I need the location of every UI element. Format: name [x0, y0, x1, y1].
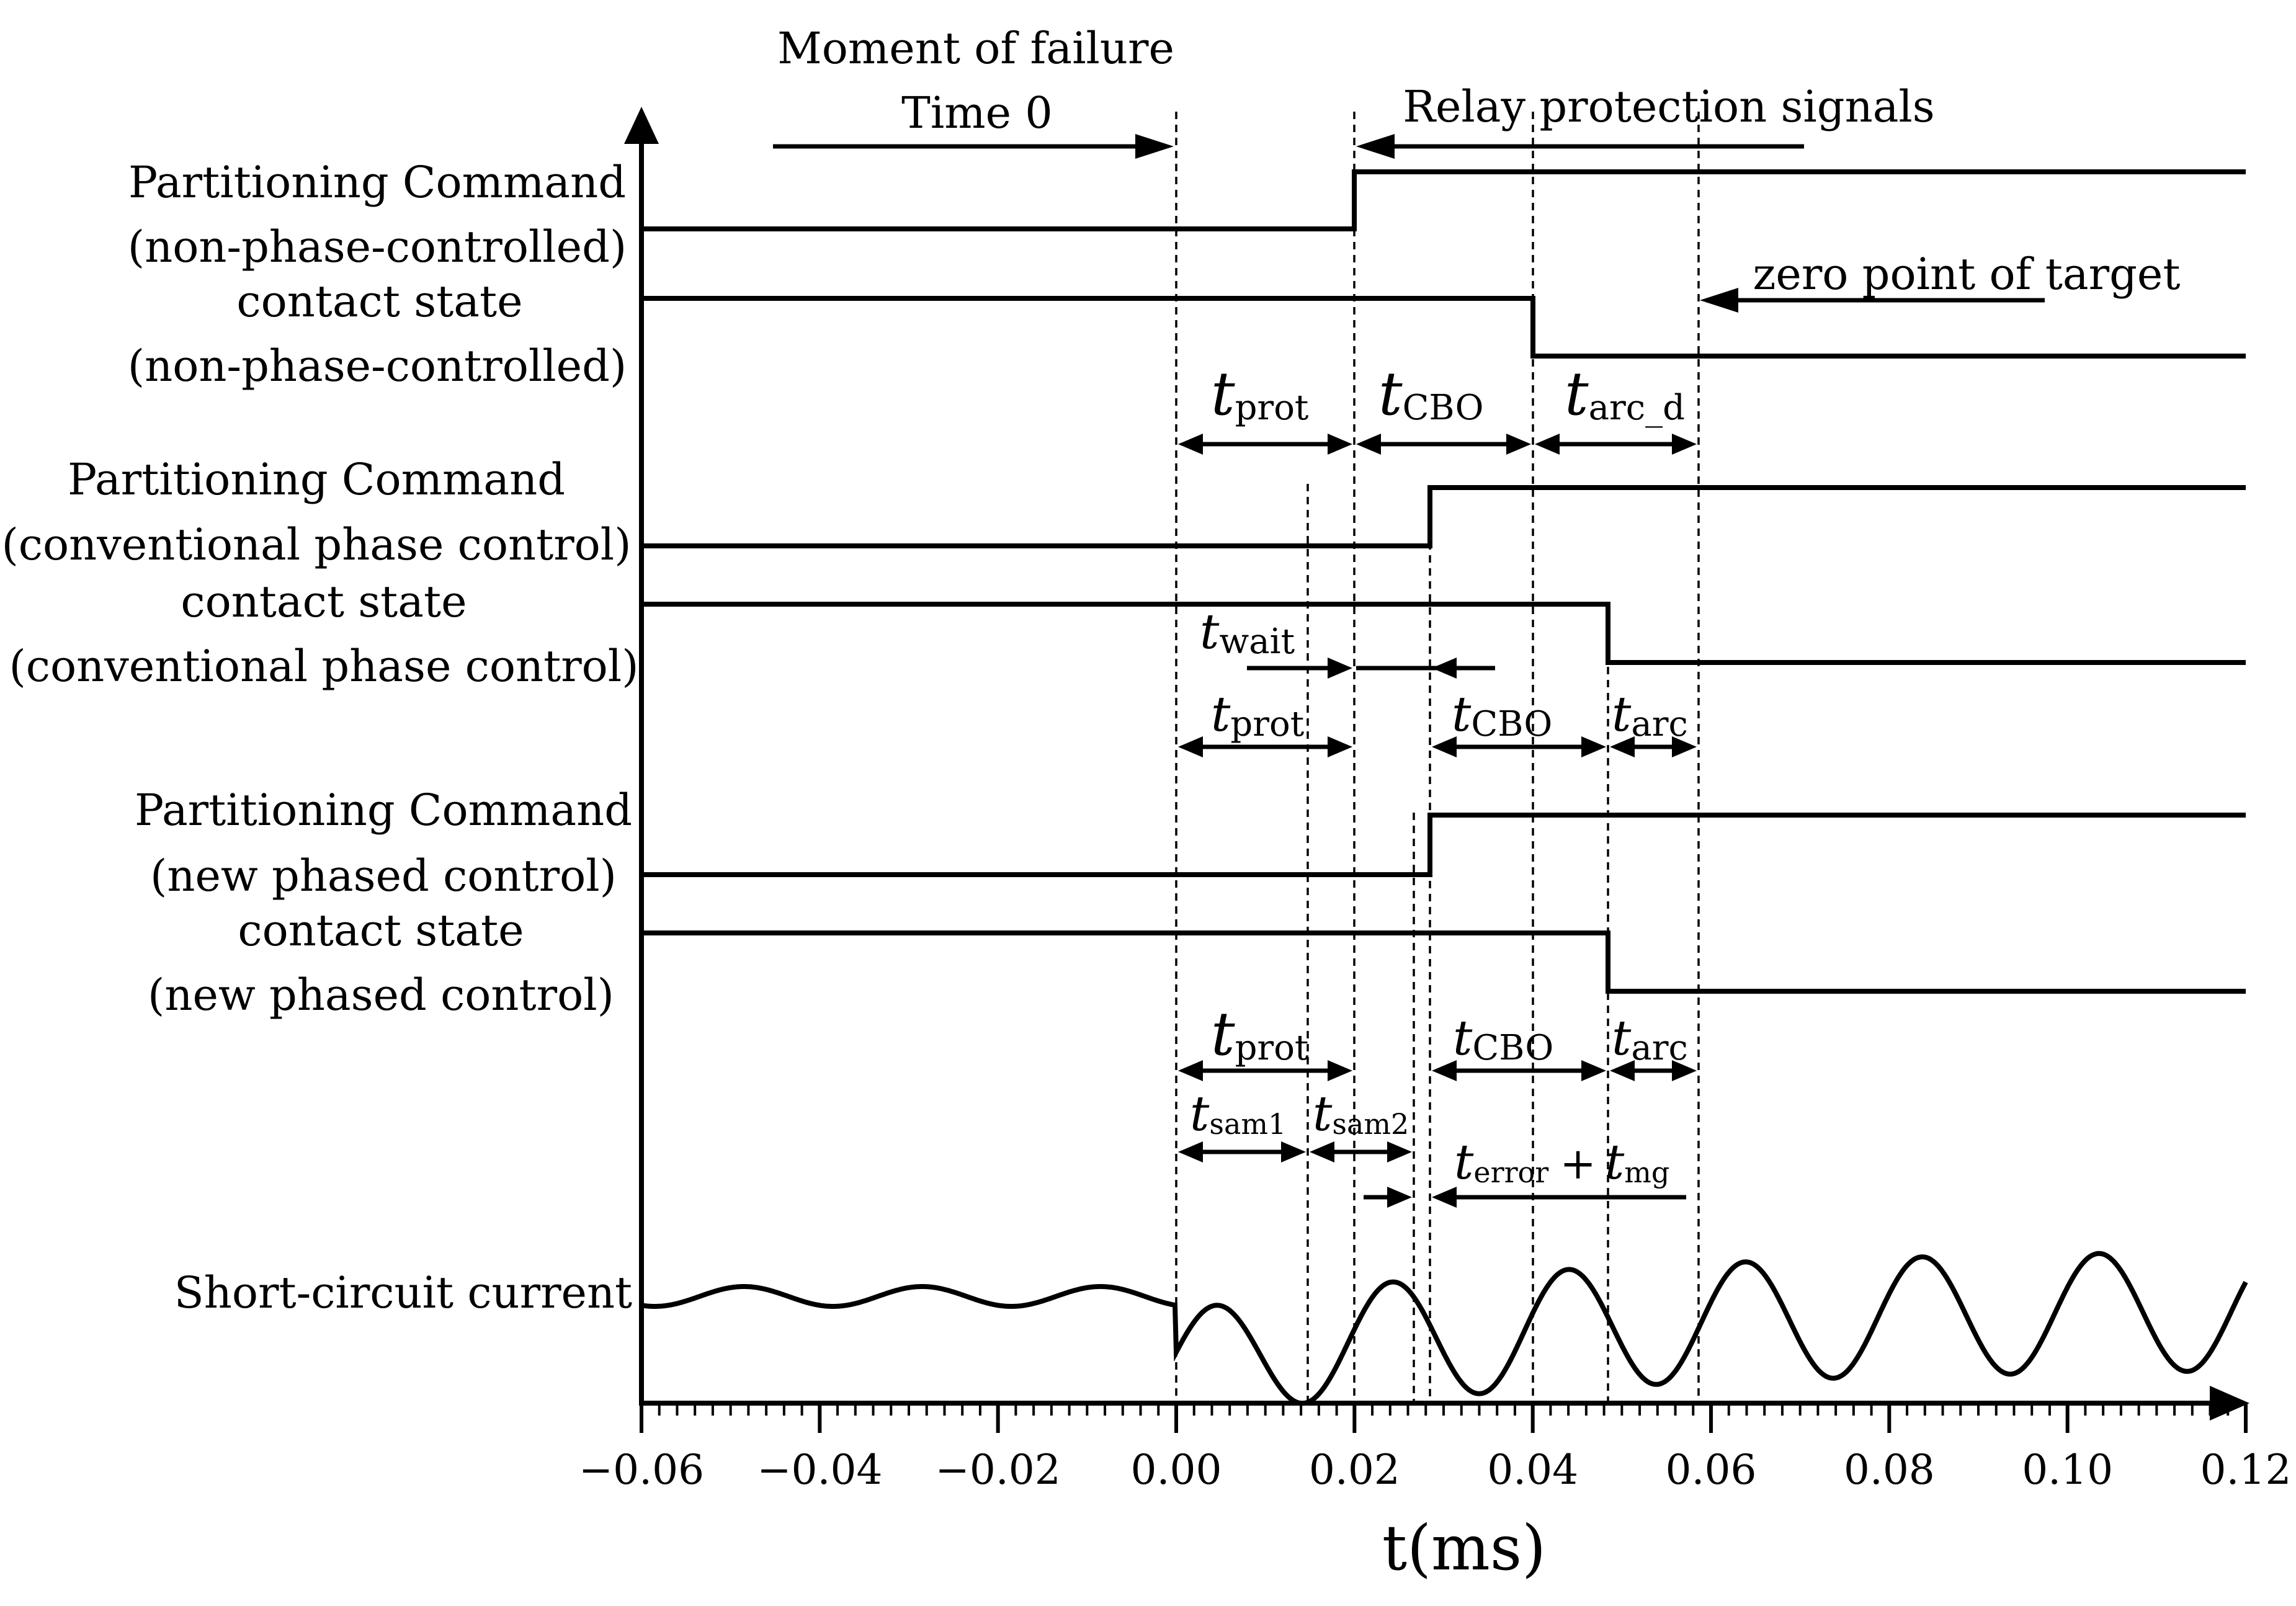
- x-axis-arrow-icon: [2210, 1386, 2249, 1421]
- x-tick-label: 0.12: [2200, 1446, 2292, 1494]
- label-contact-new-line2: (new phased control): [148, 970, 614, 1020]
- label-t-arc-3: tarc: [1612, 1010, 1688, 1068]
- arrow-t-cbo-3-left-head-icon: [1432, 1060, 1457, 1081]
- arrow-t-error-left-head-icon: [1387, 1187, 1412, 1208]
- arrow-zero-point-target-head-icon: [1700, 288, 1738, 313]
- event-lines: [1175, 112, 1700, 1402]
- annotation-time-zero: Time 0: [901, 87, 1053, 138]
- label-command-non-phase-line2: (non-phase-controlled): [128, 221, 627, 272]
- waveform-contact-non-phase: [641, 296, 2246, 359]
- waveform-command-non-phase: [641, 169, 2246, 231]
- label-t-wait: twait: [1200, 604, 1295, 662]
- label-command-conventional-line1: Partitioning Command: [68, 454, 565, 505]
- x-axis-label: t(ms): [1382, 1512, 1546, 1584]
- label-t-sam1: tsam1: [1190, 1086, 1286, 1142]
- arrow-t-sam1-left-head-icon: [1178, 1141, 1203, 1162]
- x-tick-label: −0.06: [579, 1446, 704, 1494]
- top-annotations: Moment of failure Time 0 Relay protectio…: [773, 23, 2180, 313]
- waveform-command-conventional: [641, 485, 2246, 548]
- signal-labels: Partitioning Command (non-phase-controll…: [2, 157, 639, 1318]
- x-axis-tick-labels: −0.06 −0.04 −0.02 0.00 0.02 0.04 0.06 0.08 0.10 0…: [579, 1446, 2292, 1494]
- label-contact-non-phase-line2: (non-phase-controlled): [128, 341, 627, 391]
- arrow-t-sam1-right-head-icon: [1281, 1141, 1306, 1162]
- arrow-t-prot-3-left-head-icon: [1178, 1060, 1203, 1081]
- label-t-prot-2: tprot: [1211, 687, 1305, 744]
- arrow-t-prot-1-right-head-icon: [1328, 434, 1352, 455]
- label-short-circuit-current: Short-circuit current: [174, 1267, 632, 1318]
- annotation-zero-point-target: zero point of target: [1753, 249, 2181, 300]
- arrow-t-wait-right-head-icon: [1432, 658, 1457, 679]
- arrow-t-mg-right-head-icon: [1432, 1187, 1457, 1208]
- label-t-arc-2: tarc: [1612, 687, 1688, 744]
- arrow-t-arc-2-left-head-icon: [1610, 736, 1635, 757]
- y-axis: [624, 107, 659, 1405]
- waveform-contact-new: [641, 930, 2246, 994]
- label-t-cbo-3: tCBO: [1453, 1010, 1553, 1068]
- x-tick-label: 0.10: [2022, 1446, 2113, 1494]
- x-tick-label: 0.04: [1487, 1446, 1578, 1494]
- arrow-t-arc-2-right-head-icon: [1672, 736, 1697, 757]
- arrow-t-prot-1-left-head-icon: [1178, 434, 1203, 455]
- arrow-time-zero-head-icon: [1135, 134, 1174, 159]
- annotation-moment-of-failure: Moment of failure: [777, 23, 1174, 74]
- annotation-relay-protection: Relay protection signals: [1403, 81, 1934, 132]
- arrow-t-sam2-right-head-icon: [1387, 1141, 1412, 1162]
- label-contact-conventional-line2: (conventional phase control): [9, 641, 639, 692]
- interval-arrows: [1178, 434, 1697, 1208]
- arrow-t-prot-3-right-head-icon: [1328, 1060, 1352, 1081]
- label-t-prot-1: tprot: [1211, 359, 1309, 429]
- arrow-t-sam2-left-head-icon: [1310, 1141, 1334, 1162]
- waveform-command-new: [641, 813, 2246, 877]
- y-axis-arrow-icon: [624, 107, 659, 144]
- label-command-new-line1: Partitioning Command: [135, 785, 632, 836]
- arrow-t-wait-left-head-icon: [1328, 658, 1352, 679]
- arrow-t-cbo-2-right-head-icon: [1581, 736, 1606, 757]
- label-contact-new-line1: contact state: [238, 905, 524, 956]
- x-tick-label: 0.06: [1666, 1446, 1757, 1494]
- x-tick-label: −0.04: [757, 1446, 882, 1494]
- arrow-relay-protection-head-icon: [1356, 134, 1395, 159]
- arrow-t-arc-3-left-head-icon: [1610, 1060, 1635, 1081]
- label-t-sam2: tsam2: [1313, 1086, 1409, 1142]
- x-tick-label: 0.00: [1131, 1446, 1222, 1494]
- interval-labels: tprot tCBO tarc_d twait tprot tCBO tarc …: [1190, 359, 1688, 1190]
- label-t-cbo-2: tCBO: [1452, 687, 1552, 744]
- x-axis-minor-ticks: [640, 1403, 2248, 1433]
- arrow-t-prot-2-left-head-icon: [1178, 736, 1203, 757]
- waveform-short-circuit-current: [641, 1251, 2248, 1406]
- label-contact-non-phase-line1: contact state: [236, 276, 522, 327]
- signal-waveforms: [641, 169, 2248, 1406]
- x-axis: −0.06 −0.04 −0.02 0.00 0.02 0.04 0.06 0.08 0.10 0…: [579, 1386, 2292, 1584]
- waveform-contact-conventional: [641, 602, 2246, 665]
- arrow-t-cbo-2-left-head-icon: [1432, 736, 1457, 757]
- x-tick-label: −0.02: [936, 1446, 1061, 1494]
- label-contact-conventional-line1: contact state: [181, 576, 467, 627]
- label-command-conventional-line2: (conventional phase control): [2, 519, 632, 570]
- arrow-t-arc-d-right-head-icon: [1672, 434, 1697, 455]
- label-t-error-plus-t-mg: terror + tmg: [1454, 1135, 1669, 1190]
- arrow-t-cbo-1-left-head-icon: [1356, 434, 1381, 455]
- label-command-non-phase-line1: Partitioning Command: [128, 157, 626, 208]
- arrow-t-arc-3-right-head-icon: [1672, 1060, 1697, 1081]
- arrow-t-arc-d-left-head-icon: [1535, 434, 1560, 455]
- x-tick-label: 0.02: [1309, 1446, 1400, 1494]
- label-t-prot-3: tprot: [1211, 999, 1309, 1069]
- x-tick-label: 0.08: [1844, 1446, 1935, 1494]
- label-t-cbo-1: tCBO: [1378, 359, 1484, 429]
- arrow-t-cbo-1-right-head-icon: [1506, 434, 1531, 455]
- arrow-t-cbo-3-right-head-icon: [1581, 1060, 1606, 1081]
- label-t-arc-d: tarc_d: [1565, 359, 1685, 429]
- label-command-new-line2: (new phased control): [150, 850, 617, 901]
- arrow-t-prot-2-right-head-icon: [1328, 736, 1352, 757]
